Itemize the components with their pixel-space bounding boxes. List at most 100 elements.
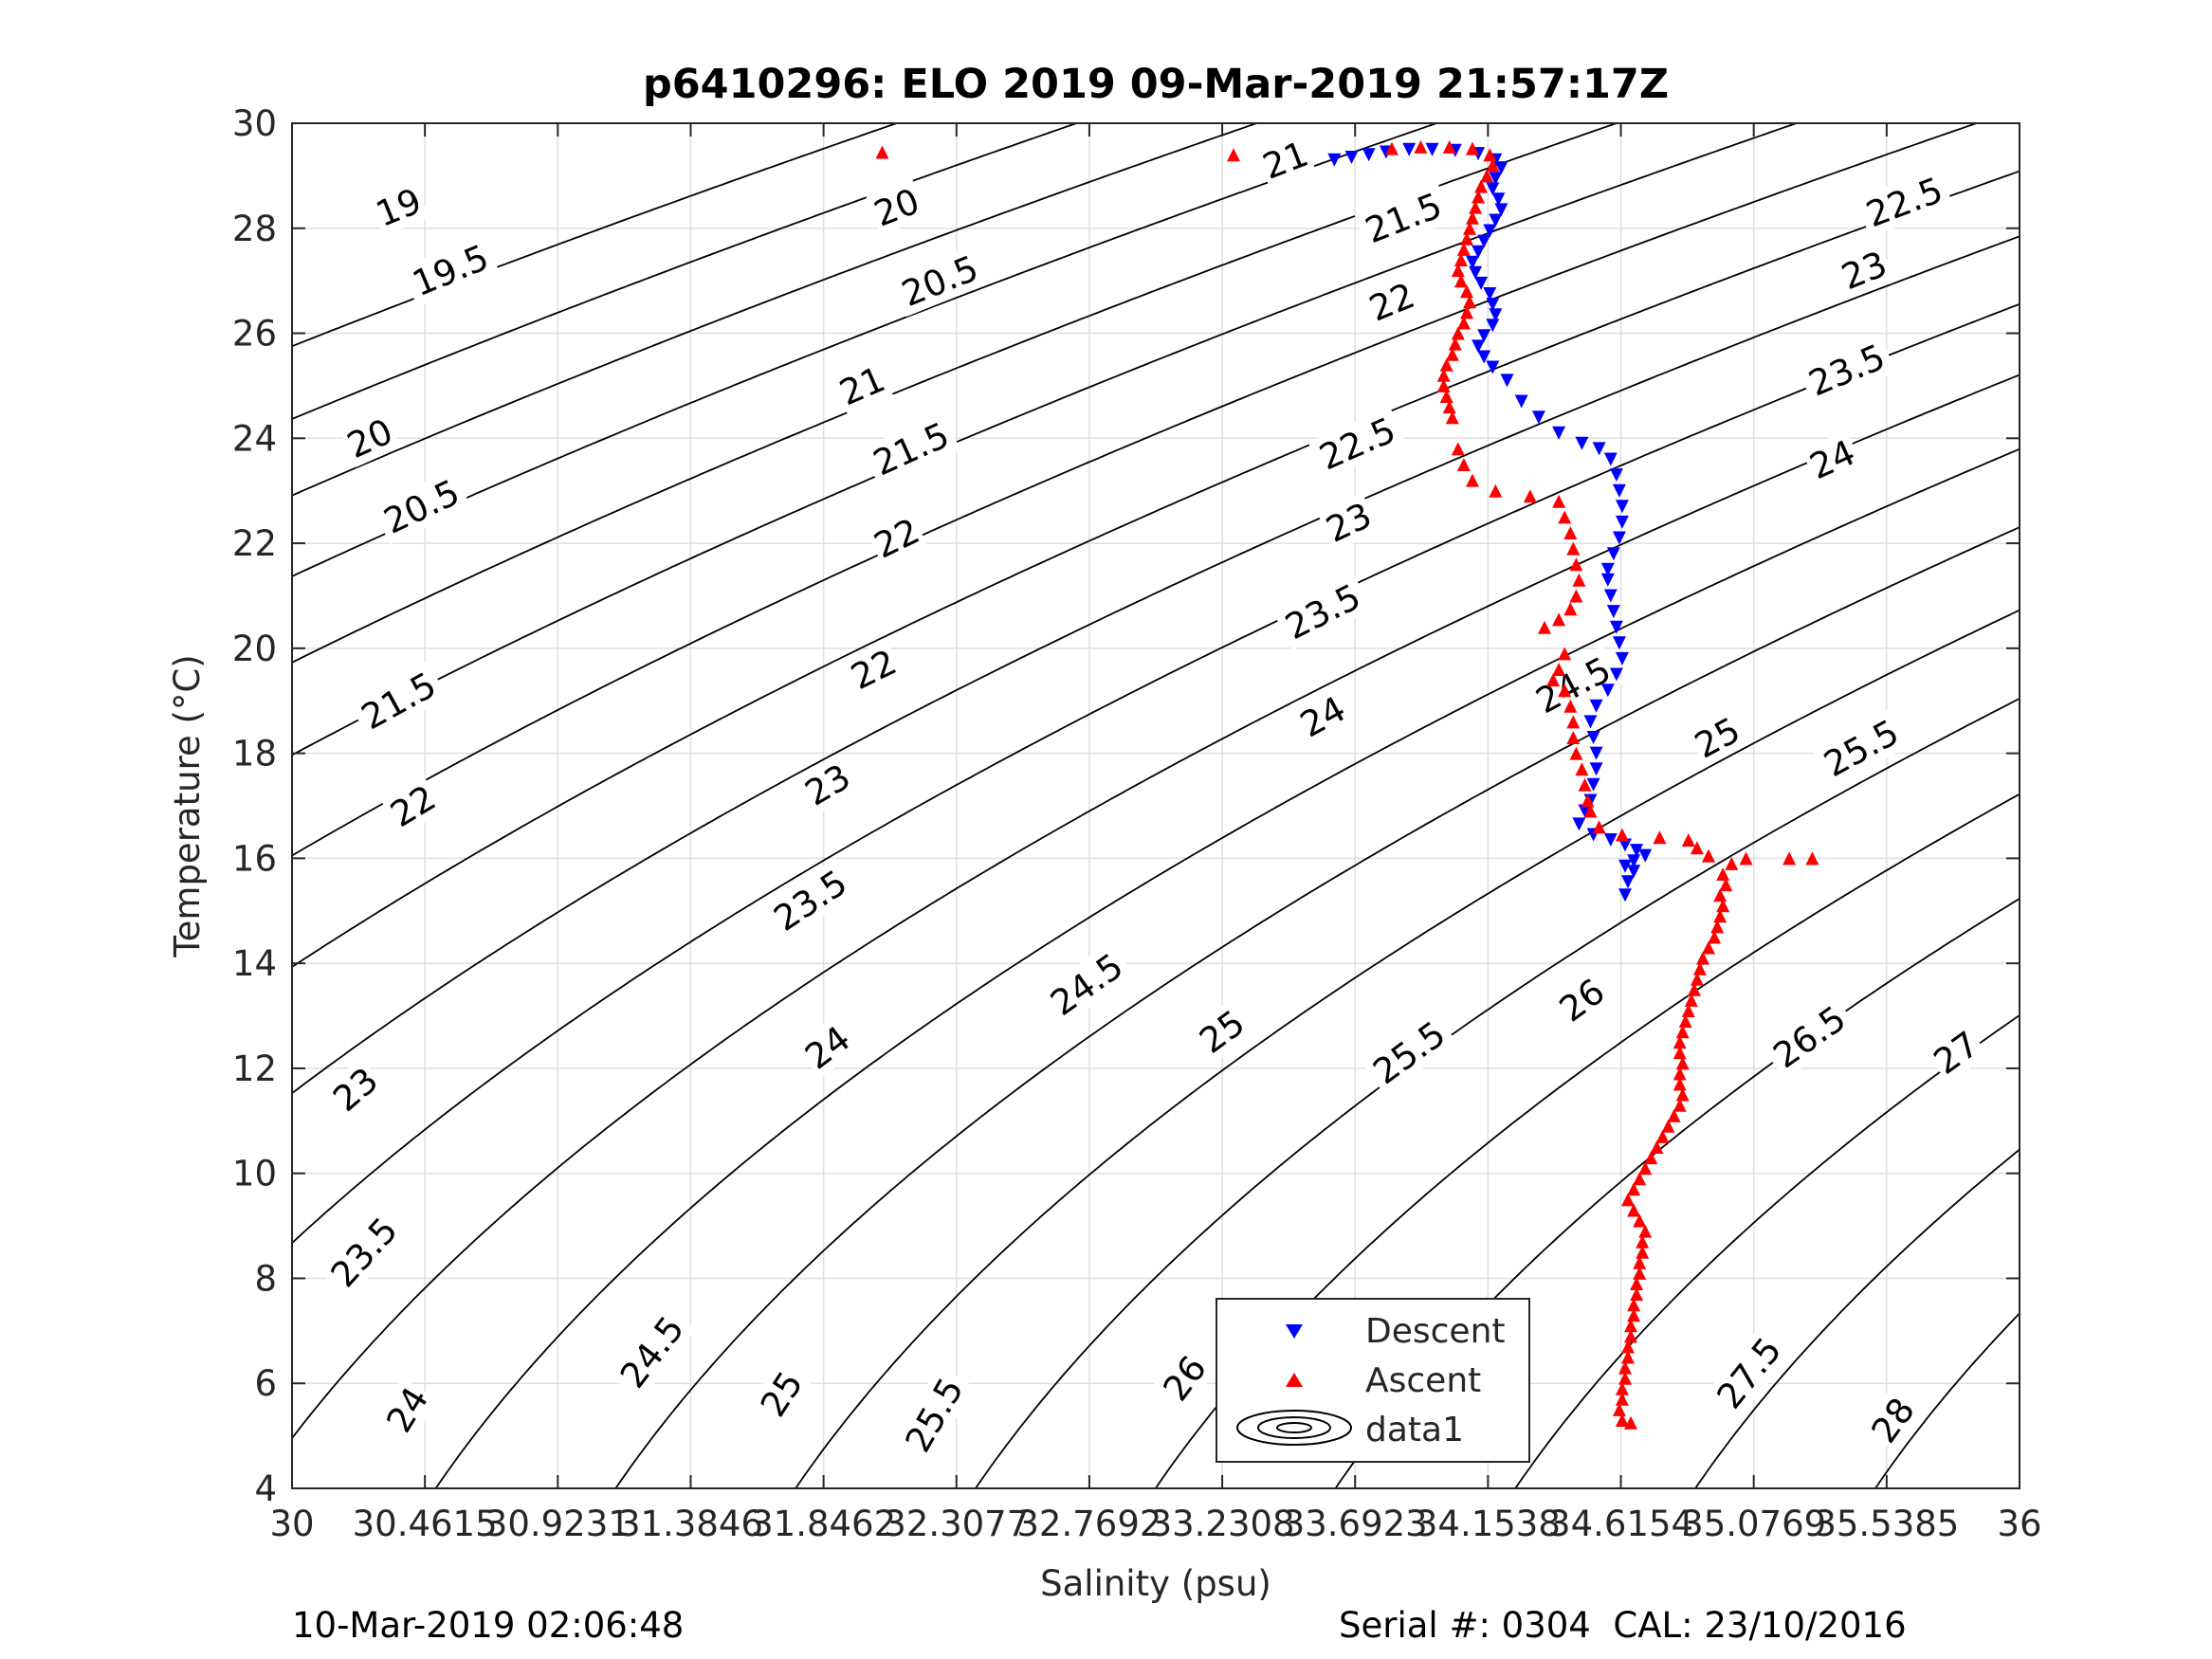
descent-point — [1486, 182, 1500, 196]
descent-point — [1474, 276, 1489, 290]
contour-label-background — [831, 356, 893, 415]
ascent-point — [1673, 1066, 1687, 1081]
contour-label-background — [608, 1304, 696, 1400]
ascent-point — [1456, 316, 1471, 330]
descent-point — [1630, 844, 1644, 858]
descent-point — [1466, 255, 1479, 269]
descent-point — [1489, 172, 1503, 186]
ascent-point — [1621, 1340, 1635, 1354]
ascent-point — [1615, 1381, 1629, 1395]
ascent-point — [1445, 347, 1459, 361]
ascent-point — [1453, 274, 1468, 288]
ascent-point — [1460, 305, 1473, 319]
descent-point — [1589, 762, 1603, 776]
ascent-point — [1569, 557, 1583, 572]
ascent-point — [1627, 1298, 1641, 1312]
ascent-point — [1552, 494, 1566, 508]
descent-point — [1477, 350, 1491, 364]
density-contour-line — [292, 123, 1980, 857]
contour-label-background — [1761, 994, 1858, 1080]
descent-point — [1612, 483, 1626, 498]
descent-point — [1494, 161, 1508, 175]
x-tick-label: 35.0769 — [1681, 1504, 1826, 1544]
chart-title: p6410296: ELO 2019 09-Mar-2019 21:57:17Z — [643, 61, 1669, 108]
contour-label-background — [1153, 1345, 1216, 1411]
descent-point — [1572, 817, 1586, 831]
x-tick-label: 34.1538 — [1416, 1504, 1561, 1544]
descent-point — [1327, 153, 1342, 167]
ascent-point — [1624, 1319, 1637, 1333]
descent-point — [1486, 360, 1500, 374]
ascent-point — [1466, 210, 1479, 225]
ascent-point — [1572, 573, 1586, 587]
contour-label-background — [1361, 1009, 1458, 1096]
ascent-point — [1615, 1413, 1629, 1427]
ascent-point — [1592, 820, 1606, 834]
data-series — [875, 139, 1819, 1430]
descent-point — [1609, 667, 1623, 682]
contour-label-background — [1801, 429, 1864, 489]
ascent-point — [1563, 602, 1578, 616]
ascent-point — [1702, 940, 1715, 955]
descent-point — [1578, 804, 1592, 818]
contour-label-background — [795, 1015, 860, 1080]
ascent-point — [1638, 1161, 1653, 1176]
contour-label-background — [1705, 1324, 1794, 1421]
ascent-point — [1636, 1245, 1650, 1259]
ascent-point — [1673, 1046, 1687, 1060]
descent-point — [1627, 854, 1641, 868]
contour-label-background — [372, 468, 471, 545]
descent-point — [1477, 234, 1491, 248]
contour-label-background — [376, 1377, 438, 1442]
ascent-point — [1627, 1203, 1641, 1217]
contour-label-background — [1354, 182, 1453, 254]
descent-point — [1638, 848, 1653, 863]
ascent-point — [1469, 200, 1483, 214]
ascent-point — [1615, 1392, 1629, 1406]
ascent-point — [1385, 141, 1398, 155]
descent-point — [1615, 515, 1629, 529]
descent-point — [1586, 731, 1600, 744]
density-contour-line — [292, 123, 1800, 757]
contour-label-background — [1273, 573, 1372, 650]
descent-point — [1486, 298, 1500, 312]
ascent-point — [1466, 141, 1479, 155]
ascent-point — [1480, 169, 1494, 183]
ascent-point — [1673, 1077, 1687, 1091]
density-contour-line — [434, 447, 2020, 1488]
ascent-point — [1716, 867, 1730, 881]
ascent-point — [1451, 326, 1465, 340]
ascent-point — [1630, 1287, 1644, 1302]
descent-point — [1615, 651, 1629, 665]
ascent-point — [1538, 620, 1551, 634]
ascent-point — [1566, 731, 1581, 744]
ascent-point — [1690, 972, 1704, 986]
descent-point — [1606, 547, 1620, 561]
ascent-point — [1575, 762, 1589, 776]
contour-label-background — [1038, 941, 1136, 1028]
density-contour-line — [292, 374, 2020, 1440]
contour-label-background — [1307, 406, 1407, 481]
descent-point — [1494, 203, 1508, 217]
ascent-point — [1489, 483, 1503, 498]
ascent-point — [1563, 699, 1578, 713]
y-tick-label: 18 — [232, 734, 277, 775]
y-tick-label: 16 — [232, 838, 277, 879]
descent-point — [1612, 531, 1626, 545]
ascent-point — [1708, 930, 1722, 944]
ascent-point — [1681, 1004, 1695, 1017]
descent-point — [1344, 151, 1359, 164]
legend-descent-marker-icon — [1286, 1324, 1303, 1339]
descent-point — [1425, 142, 1439, 156]
ascent-point — [1638, 1224, 1653, 1238]
ascent-point — [1633, 1213, 1647, 1228]
descent-point — [1402, 142, 1417, 156]
descent-point — [1592, 442, 1606, 456]
ascent-point — [1227, 148, 1240, 162]
ascent-point — [1439, 390, 1453, 403]
x-tick-label: 32.7692 — [1016, 1504, 1161, 1544]
contour-label: 23 — [1833, 242, 1895, 300]
descent-point — [1618, 838, 1632, 852]
descent-point — [1500, 374, 1514, 388]
ascent-point — [1442, 400, 1456, 414]
